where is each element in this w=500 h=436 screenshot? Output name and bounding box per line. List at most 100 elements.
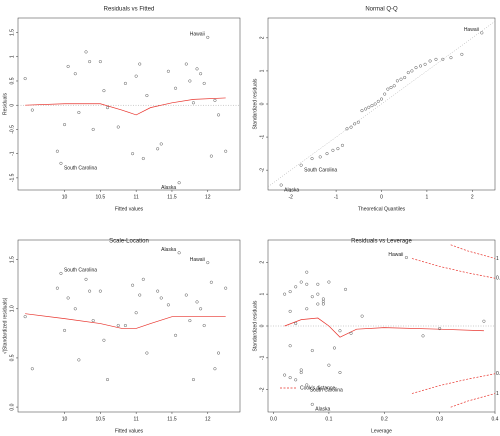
contour-label: 0.5: [496, 276, 500, 282]
point: [332, 346, 336, 350]
point: [213, 367, 217, 371]
point: [288, 344, 292, 348]
reference-line: [268, 21, 495, 187]
point: [406, 71, 410, 75]
point: [310, 349, 314, 353]
point-label: Alaska: [161, 247, 176, 253]
point: [66, 64, 70, 68]
point: [419, 64, 423, 68]
point: [191, 378, 195, 382]
smooth-line: [25, 313, 226, 329]
point: [138, 62, 142, 66]
point: [421, 334, 425, 338]
point: [174, 333, 178, 337]
point: [213, 98, 217, 102]
point: [316, 292, 320, 296]
x-tick-label: 10.5: [95, 416, 105, 422]
point: [482, 319, 486, 323]
point: [316, 282, 320, 286]
y-tick-label: 0.5: [9, 77, 15, 84]
point: [414, 66, 418, 70]
point: [305, 307, 309, 311]
x-axis-label: Fitted values: [115, 206, 144, 212]
x-axis-label: Leverage: [371, 428, 392, 434]
point: [294, 285, 298, 289]
x-tick-label: 11: [134, 416, 139, 422]
y-tick-label: -0.5: [9, 125, 15, 134]
point: [423, 62, 427, 66]
point: [145, 94, 149, 98]
x-tick-label: 0.3: [436, 416, 443, 422]
x-tick-label: -2: [288, 194, 293, 200]
point: [84, 50, 88, 54]
point: [88, 60, 92, 64]
x-tick-label: 0.1: [325, 416, 332, 422]
point: [349, 331, 353, 335]
point: [106, 106, 110, 110]
y-tick-label: -2: [259, 168, 265, 173]
y-tick-label: -2: [259, 387, 265, 392]
panel: Residuals vs Fitted Fitted values Residual…: [2, 7, 241, 212]
point: [98, 60, 102, 64]
point: [84, 277, 88, 281]
y-tick-label: 1: [9, 55, 15, 58]
point: [336, 147, 340, 151]
y-axis-label: Standardized residuals: [252, 78, 258, 129]
point: [288, 376, 292, 380]
y-tick-label: -1: [259, 355, 265, 360]
y-tick-label: 0.0: [9, 403, 15, 410]
point: [195, 67, 199, 71]
point: [206, 35, 210, 39]
y-tick-label: -1: [9, 151, 15, 156]
point: [318, 155, 322, 159]
point-label: Alaska: [315, 407, 330, 413]
point: [91, 127, 95, 131]
y-axis-label: Standardized residuals: [252, 300, 258, 351]
point: [166, 69, 170, 73]
point: [159, 296, 163, 300]
point: [30, 367, 34, 371]
point: [102, 338, 106, 342]
point: [166, 303, 170, 307]
point: [116, 324, 120, 328]
point: [367, 105, 371, 109]
x-tick-label: 0.4: [492, 416, 499, 422]
x-tick-label: 10.5: [95, 194, 105, 200]
point: [338, 371, 342, 375]
point: [376, 99, 380, 103]
point-label: South Carolina: [64, 166, 97, 172]
point: [344, 287, 348, 291]
point: [288, 309, 292, 313]
point: [59, 271, 63, 275]
point: [310, 402, 314, 406]
point: [353, 122, 357, 126]
y-tick-label: 0.5: [9, 354, 15, 361]
point: [88, 289, 92, 293]
smooth-line: [25, 97, 226, 116]
x-tick-label: 0.0: [270, 416, 277, 422]
point: [102, 89, 106, 93]
point: [66, 296, 70, 300]
point-label: Hawaii: [388, 252, 403, 258]
point: [123, 324, 127, 328]
point: [380, 97, 384, 101]
point: [294, 321, 298, 325]
point-label: Hawaii: [190, 32, 205, 38]
plot-content: [23, 251, 228, 382]
point: [438, 327, 442, 331]
point: [403, 76, 407, 80]
panel-title: Residuals vs Leverage: [351, 239, 412, 245]
point: [159, 142, 163, 146]
point: [305, 282, 309, 286]
point: [360, 109, 364, 113]
point: [338, 329, 342, 333]
point: [321, 299, 325, 303]
point-label: South Carolina: [310, 387, 343, 393]
point: [449, 56, 453, 60]
point: [288, 290, 292, 294]
point: [191, 101, 195, 105]
plot-frame: [17, 239, 241, 413]
point: [399, 77, 403, 81]
point: [131, 283, 135, 287]
